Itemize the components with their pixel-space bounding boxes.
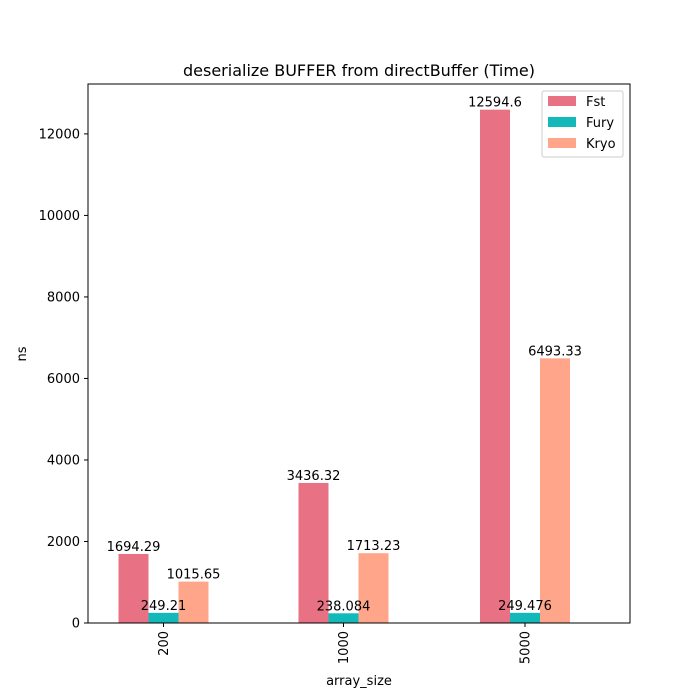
bars-layer — [118, 109, 570, 623]
x-tick-label-200: 200 — [157, 631, 172, 656]
data-label-kryo-5000: 6493.33 — [528, 344, 582, 359]
y-tick-label-2000: 2000 — [47, 535, 80, 550]
y-tick-label-10000: 10000 — [39, 209, 80, 224]
bar-fury-1000 — [328, 613, 359, 623]
bar-fst-5000 — [480, 109, 510, 623]
data-label-kryo-200: 1015.65 — [167, 568, 221, 583]
x-axis-label: array_size — [326, 674, 392, 689]
data-labels-layer: 1694.29 3436.32 12594.6 249.21 238.084 249.47… — [107, 96, 582, 615]
bar-fury-200 — [148, 612, 179, 623]
legend-label-kryo: Kryo — [586, 137, 616, 152]
legend-swatch-kryo — [548, 138, 576, 148]
bar-fury-5000 — [510, 612, 540, 623]
bar-kryo-200 — [178, 581, 209, 623]
plot-frame — [87, 83, 631, 624]
bar-kryo-1000 — [358, 553, 389, 623]
x-tick-label-1000: 1000 — [337, 631, 352, 664]
data-label-fury-5000: 249.476 — [498, 599, 552, 614]
y-axis: 0 2000 4000 6000 8000 10000 12000 — [39, 127, 88, 632]
bar-fst-200 — [118, 553, 149, 623]
data-label-kryo-1000: 1713.23 — [347, 539, 401, 554]
y-tick-label-4000: 4000 — [47, 453, 80, 468]
legend-swatch-fst — [548, 96, 576, 106]
legend: Fst Fury Kryo — [541, 90, 624, 158]
data-label-fury-200: 249.21 — [141, 599, 187, 614]
y-tick-label-12000: 12000 — [39, 127, 80, 142]
x-axis: 200 1000 5000 — [157, 623, 534, 664]
data-label-fury-1000: 238.084 — [317, 599, 371, 614]
data-label-fst-200: 1694.29 — [107, 540, 161, 555]
bar-kryo-5000 — [540, 358, 570, 623]
bar-fst-1000 — [298, 482, 329, 623]
data-label-fst-5000: 12594.6 — [468, 96, 522, 111]
chart-title: deserialize BUFFER from directBuffer (Ti… — [183, 61, 535, 80]
y-tick-label-8000: 8000 — [47, 290, 80, 305]
y-axis-label: ns — [15, 346, 30, 361]
y-tick-label-6000: 6000 — [47, 372, 80, 387]
x-tick-label-5000: 5000 — [519, 631, 534, 664]
legend-label-fury: Fury — [586, 116, 614, 131]
legend-swatch-fury — [548, 117, 576, 127]
legend-label-fst: Fst — [586, 95, 605, 110]
data-label-fst-1000: 3436.32 — [287, 469, 341, 484]
y-tick-label-0: 0 — [72, 617, 80, 632]
